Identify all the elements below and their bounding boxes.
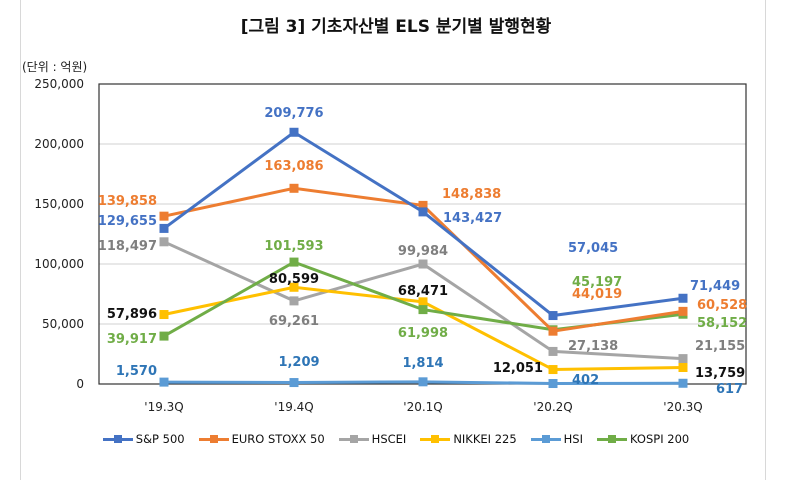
data-point bbox=[678, 354, 688, 364]
data-label: 129,655 bbox=[98, 214, 157, 229]
data-point bbox=[418, 259, 428, 269]
data-label: 12,051 bbox=[493, 361, 543, 376]
data-label: 118,497 bbox=[98, 239, 157, 254]
data-label: 44,019 bbox=[572, 287, 622, 302]
frame-line-left bbox=[20, 0, 21, 480]
data-point bbox=[418, 297, 428, 307]
data-point bbox=[548, 311, 558, 321]
x-tick-label: '19.3Q bbox=[144, 400, 183, 414]
data-label: 209,776 bbox=[264, 106, 323, 121]
y-tick-label: 50,000 bbox=[42, 317, 84, 331]
legend-swatch bbox=[198, 434, 229, 443]
frame-line-right bbox=[765, 0, 766, 480]
data-label: 402 bbox=[572, 373, 599, 388]
data-label: 21,155 bbox=[695, 339, 745, 354]
data-label: 1,209 bbox=[278, 355, 319, 370]
legend-swatch bbox=[530, 434, 561, 443]
data-label: 45,197 bbox=[572, 275, 622, 290]
data-label: 58,152 bbox=[697, 316, 747, 331]
data-label: 139,858 bbox=[98, 194, 157, 209]
data-point bbox=[548, 346, 558, 356]
data-point bbox=[159, 331, 169, 341]
data-point bbox=[289, 183, 299, 193]
legend-label: HSI bbox=[563, 432, 583, 446]
data-point bbox=[159, 377, 169, 387]
data-label: 71,449 bbox=[690, 279, 740, 294]
data-label: 163,086 bbox=[264, 159, 323, 174]
legend-swatch bbox=[597, 434, 627, 443]
data-label: 13,759 bbox=[695, 366, 745, 381]
data-point bbox=[418, 305, 428, 315]
y-tick-label: 100,000 bbox=[34, 257, 84, 271]
data-point bbox=[418, 377, 428, 387]
legend-item: NIKKEI 225 bbox=[420, 432, 517, 446]
data-label: 143,427 bbox=[443, 211, 502, 226]
data-point bbox=[418, 207, 428, 217]
data-point bbox=[548, 326, 558, 336]
data-point bbox=[159, 211, 169, 221]
data-point bbox=[289, 127, 299, 137]
y-tick-label: 150,000 bbox=[34, 197, 84, 211]
data-label: 80,599 bbox=[269, 272, 319, 287]
legend-item: KOSPI 200 bbox=[597, 432, 689, 446]
data-point bbox=[678, 378, 688, 388]
data-label: 60,528 bbox=[697, 298, 747, 313]
legend-item: S&P 500 bbox=[102, 432, 185, 446]
data-point bbox=[548, 379, 558, 389]
data-label: 617 bbox=[716, 382, 743, 397]
data-label: 68,471 bbox=[398, 284, 448, 299]
data-label: 39,917 bbox=[107, 332, 157, 347]
data-point bbox=[678, 293, 688, 303]
data-label: 27,138 bbox=[568, 339, 618, 354]
legend-item: HSI bbox=[530, 432, 583, 446]
x-tick-label: '19.4Q bbox=[274, 400, 313, 414]
legend-label: S&P 500 bbox=[135, 432, 185, 446]
x-tick-label: '20.3Q bbox=[663, 400, 702, 414]
data-point bbox=[418, 200, 428, 210]
legend-label: HSCEI bbox=[371, 432, 407, 446]
unit-label: (단위 : 억원) bbox=[22, 60, 88, 74]
legend: S&P 500 EURO STOXX 50 HSCEI NIKKEI 225 HSI KO… bbox=[0, 432, 792, 446]
y-tick-label: 200,000 bbox=[34, 137, 84, 151]
x-tick-label: '20.2Q bbox=[533, 400, 572, 414]
data-point bbox=[289, 296, 299, 306]
legend-item: EURO STOXX 50 bbox=[198, 432, 325, 446]
y-tick-label: 250,000 bbox=[34, 77, 84, 91]
data-label: 1,570 bbox=[116, 364, 157, 379]
data-label: 57,045 bbox=[568, 241, 618, 256]
legend-item: HSCEI bbox=[338, 432, 407, 446]
data-point bbox=[548, 365, 558, 375]
legend-label: NIKKEI 225 bbox=[453, 432, 517, 446]
legend-label: KOSPI 200 bbox=[630, 432, 690, 446]
x-tick-label: '20.1Q bbox=[403, 400, 442, 414]
data-label: 101,593 bbox=[264, 239, 323, 254]
data-label: 99,984 bbox=[398, 244, 448, 259]
legend-label: EURO STOXX 50 bbox=[231, 432, 325, 446]
legend-swatch bbox=[102, 434, 133, 443]
data-point bbox=[678, 306, 688, 316]
data-label: 57,896 bbox=[107, 307, 157, 322]
y-tick-label: 0 bbox=[76, 377, 84, 391]
data-label: 1,814 bbox=[402, 356, 443, 371]
data-point bbox=[159, 310, 169, 320]
data-label: 61,998 bbox=[398, 326, 448, 341]
data-point bbox=[678, 362, 688, 372]
data-point bbox=[159, 223, 169, 233]
data-label: 148,838 bbox=[442, 187, 501, 202]
data-label: 69,261 bbox=[269, 314, 319, 329]
legend-swatch bbox=[338, 434, 369, 443]
data-point bbox=[289, 378, 299, 388]
data-point bbox=[289, 257, 299, 267]
chart-title: [그림 3] 기초자산별 ELS 분기별 발행현황 bbox=[240, 17, 552, 37]
data-point bbox=[159, 237, 169, 247]
data-point bbox=[289, 282, 299, 292]
legend-swatch bbox=[420, 434, 451, 443]
